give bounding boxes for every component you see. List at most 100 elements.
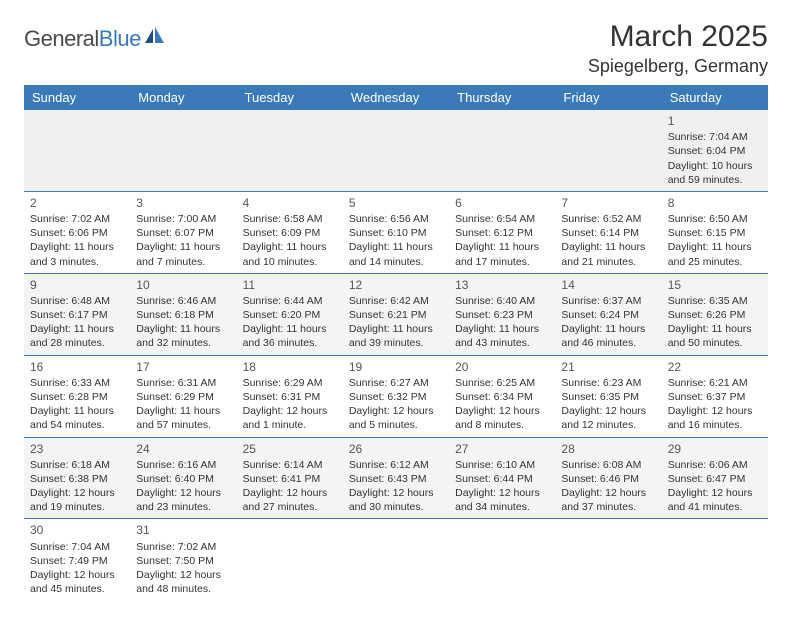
calendar-row: 23Sunrise: 6:18 AMSunset: 6:38 PMDayligh… [24, 437, 768, 519]
daylight-text: Daylight: 11 hours and 50 minutes. [668, 322, 762, 350]
calendar-cell [24, 110, 130, 191]
weekday-wednesday: Wednesday [343, 85, 449, 110]
sunset-text: Sunset: 6:31 PM [243, 390, 337, 404]
daylight-text: Daylight: 11 hours and 54 minutes. [30, 404, 124, 432]
sunrise-text: Sunrise: 6:35 AM [668, 294, 762, 308]
sunset-text: Sunset: 6:40 PM [136, 472, 230, 486]
sunrise-text: Sunrise: 7:02 AM [136, 540, 230, 554]
sunset-text: Sunset: 6:44 PM [455, 472, 549, 486]
page: GeneralBlue March 2025 Spiegelberg, Germ… [0, 0, 792, 620]
day-number: 20 [455, 359, 549, 375]
daylight-text: Daylight: 12 hours and 8 minutes. [455, 404, 549, 432]
sail-icon [143, 27, 165, 50]
calendar-cell: 26Sunrise: 6:12 AMSunset: 6:43 PMDayligh… [343, 437, 449, 519]
day-number: 25 [243, 441, 337, 457]
calendar-cell: 6Sunrise: 6:54 AMSunset: 6:12 PMDaylight… [449, 191, 555, 273]
daylight-text: Daylight: 11 hours and 14 minutes. [349, 240, 443, 268]
sunset-text: Sunset: 6:38 PM [30, 472, 124, 486]
day-number: 2 [30, 195, 124, 211]
sunrise-text: Sunrise: 6:42 AM [349, 294, 443, 308]
sunset-text: Sunset: 6:20 PM [243, 308, 337, 322]
sunset-text: Sunset: 6:35 PM [561, 390, 655, 404]
header: GeneralBlue March 2025 Spiegelberg, Germ… [24, 20, 768, 77]
calendar-cell: 5Sunrise: 6:56 AMSunset: 6:10 PMDaylight… [343, 191, 449, 273]
sunset-text: Sunset: 6:46 PM [561, 472, 655, 486]
month-title: March 2025 [588, 20, 768, 54]
calendar-cell: 30Sunrise: 7:04 AMSunset: 7:49 PMDayligh… [24, 519, 130, 600]
sunset-text: Sunset: 6:47 PM [668, 472, 762, 486]
sunrise-text: Sunrise: 6:06 AM [668, 458, 762, 472]
daylight-text: Daylight: 12 hours and 1 minute. [243, 404, 337, 432]
daylight-text: Daylight: 11 hours and 28 minutes. [30, 322, 124, 350]
day-number: 19 [349, 359, 443, 375]
calendar-cell: 7Sunrise: 6:52 AMSunset: 6:14 PMDaylight… [555, 191, 661, 273]
sunrise-text: Sunrise: 7:02 AM [30, 212, 124, 226]
calendar-row: 16Sunrise: 6:33 AMSunset: 6:28 PMDayligh… [24, 355, 768, 437]
daylight-text: Daylight: 12 hours and 5 minutes. [349, 404, 443, 432]
sunrise-text: Sunrise: 6:46 AM [136, 294, 230, 308]
sunset-text: Sunset: 6:34 PM [455, 390, 549, 404]
sunrise-text: Sunrise: 6:08 AM [561, 458, 655, 472]
calendar-cell: 9Sunrise: 6:48 AMSunset: 6:17 PMDaylight… [24, 273, 130, 355]
sunset-text: Sunset: 6:28 PM [30, 390, 124, 404]
daylight-text: Daylight: 12 hours and 37 minutes. [561, 486, 655, 514]
day-number: 18 [243, 359, 337, 375]
calendar-table: Sunday Monday Tuesday Wednesday Thursday… [24, 85, 768, 600]
day-number: 13 [455, 277, 549, 293]
calendar-cell: 25Sunrise: 6:14 AMSunset: 6:41 PMDayligh… [237, 437, 343, 519]
calendar-cell: 14Sunrise: 6:37 AMSunset: 6:24 PMDayligh… [555, 273, 661, 355]
calendar-cell: 18Sunrise: 6:29 AMSunset: 6:31 PMDayligh… [237, 355, 343, 437]
calendar-cell: 1Sunrise: 7:04 AMSunset: 6:04 PMDaylight… [662, 110, 768, 191]
sunset-text: Sunset: 6:41 PM [243, 472, 337, 486]
sunrise-text: Sunrise: 6:31 AM [136, 376, 230, 390]
calendar-cell [343, 110, 449, 191]
day-number: 12 [349, 277, 443, 293]
sunset-text: Sunset: 6:18 PM [136, 308, 230, 322]
sunrise-text: Sunrise: 6:37 AM [561, 294, 655, 308]
sunset-text: Sunset: 6:09 PM [243, 226, 337, 240]
calendar-cell [130, 110, 236, 191]
sunset-text: Sunset: 6:21 PM [349, 308, 443, 322]
day-number: 15 [668, 277, 762, 293]
calendar-cell: 16Sunrise: 6:33 AMSunset: 6:28 PMDayligh… [24, 355, 130, 437]
calendar-cell: 23Sunrise: 6:18 AMSunset: 6:38 PMDayligh… [24, 437, 130, 519]
daylight-text: Daylight: 11 hours and 21 minutes. [561, 240, 655, 268]
daylight-text: Daylight: 11 hours and 36 minutes. [243, 322, 337, 350]
day-number: 6 [455, 195, 549, 211]
calendar-cell: 13Sunrise: 6:40 AMSunset: 6:23 PMDayligh… [449, 273, 555, 355]
daylight-text: Daylight: 12 hours and 19 minutes. [30, 486, 124, 514]
calendar-cell: 22Sunrise: 6:21 AMSunset: 6:37 PMDayligh… [662, 355, 768, 437]
calendar-cell: 3Sunrise: 7:00 AMSunset: 6:07 PMDaylight… [130, 191, 236, 273]
weekday-sunday: Sunday [24, 85, 130, 110]
calendar-cell: 10Sunrise: 6:46 AMSunset: 6:18 PMDayligh… [130, 273, 236, 355]
day-number: 4 [243, 195, 337, 211]
daylight-text: Daylight: 11 hours and 46 minutes. [561, 322, 655, 350]
day-number: 3 [136, 195, 230, 211]
day-number: 14 [561, 277, 655, 293]
daylight-text: Daylight: 12 hours and 27 minutes. [243, 486, 337, 514]
day-number: 17 [136, 359, 230, 375]
calendar-cell [343, 519, 449, 600]
day-number: 31 [136, 522, 230, 538]
sunrise-text: Sunrise: 6:33 AM [30, 376, 124, 390]
calendar-row: 30Sunrise: 7:04 AMSunset: 7:49 PMDayligh… [24, 519, 768, 600]
sunset-text: Sunset: 7:50 PM [136, 554, 230, 568]
day-number: 23 [30, 441, 124, 457]
sunset-text: Sunset: 6:23 PM [455, 308, 549, 322]
daylight-text: Daylight: 10 hours and 59 minutes. [668, 159, 762, 187]
sunrise-text: Sunrise: 6:12 AM [349, 458, 443, 472]
daylight-text: Daylight: 12 hours and 30 minutes. [349, 486, 443, 514]
sunset-text: Sunset: 6:26 PM [668, 308, 762, 322]
calendar-row: 9Sunrise: 6:48 AMSunset: 6:17 PMDaylight… [24, 273, 768, 355]
weekday-thursday: Thursday [449, 85, 555, 110]
sunset-text: Sunset: 6:29 PM [136, 390, 230, 404]
day-number: 16 [30, 359, 124, 375]
sunrise-text: Sunrise: 6:14 AM [243, 458, 337, 472]
daylight-text: Daylight: 12 hours and 48 minutes. [136, 568, 230, 596]
logo-text-1: General [24, 26, 99, 51]
calendar-cell: 2Sunrise: 7:02 AMSunset: 6:06 PMDaylight… [24, 191, 130, 273]
sunset-text: Sunset: 6:07 PM [136, 226, 230, 240]
sunset-text: Sunset: 6:15 PM [668, 226, 762, 240]
calendar-cell: 15Sunrise: 6:35 AMSunset: 6:26 PMDayligh… [662, 273, 768, 355]
day-number: 5 [349, 195, 443, 211]
